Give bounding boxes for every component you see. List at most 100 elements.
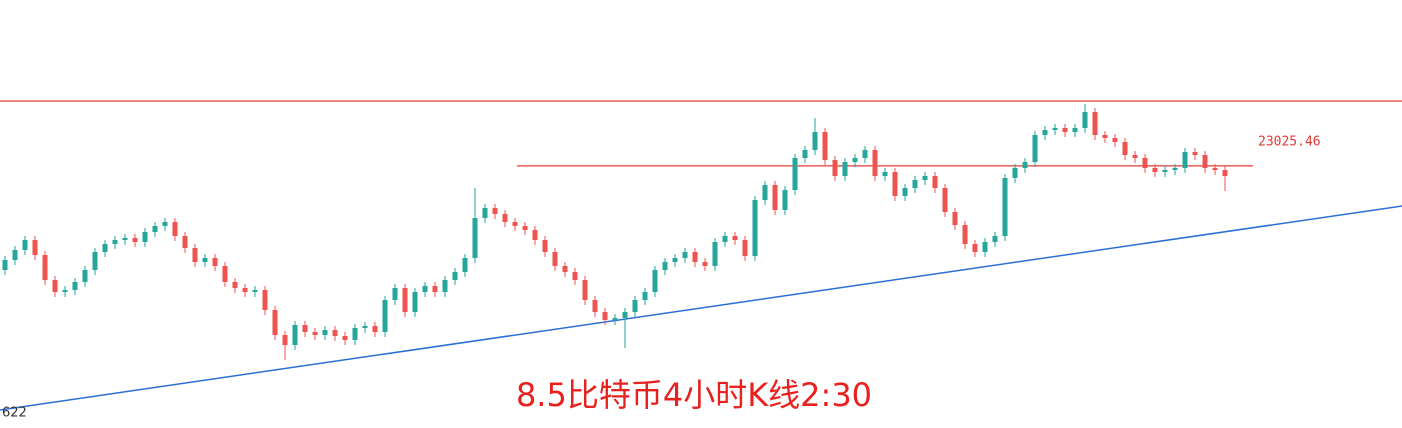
candle-body bbox=[1222, 170, 1228, 176]
candle-body bbox=[932, 176, 938, 188]
candle-body bbox=[642, 292, 648, 300]
candle-body bbox=[802, 150, 808, 158]
candle-body bbox=[302, 325, 308, 332]
candle-body bbox=[1172, 168, 1178, 170]
candle-body bbox=[822, 132, 828, 160]
candle-body bbox=[342, 336, 348, 340]
candle-body bbox=[62, 290, 68, 292]
candle-body bbox=[422, 286, 428, 292]
candle-body bbox=[472, 218, 478, 258]
candle-body bbox=[12, 250, 18, 260]
candle-body bbox=[232, 282, 238, 288]
candle-body bbox=[1182, 152, 1188, 168]
candle-body bbox=[1062, 128, 1068, 132]
candle-body bbox=[752, 200, 758, 256]
chart-annotation: 8.5比特币4小时K线2:30 bbox=[516, 376, 872, 414]
candle-body bbox=[1162, 170, 1168, 172]
candle-body bbox=[562, 266, 568, 272]
candle-body bbox=[132, 238, 138, 242]
candle-body bbox=[632, 300, 638, 312]
candle-body bbox=[882, 172, 888, 176]
candle-body bbox=[462, 258, 468, 272]
candle-body bbox=[112, 240, 118, 244]
candle-body bbox=[392, 288, 398, 300]
candle-body bbox=[142, 232, 148, 242]
candle-body bbox=[702, 262, 708, 266]
candle-body bbox=[1132, 155, 1138, 158]
candle-body bbox=[452, 272, 458, 280]
candle-body bbox=[1212, 168, 1218, 170]
candle-body bbox=[912, 180, 918, 188]
candle-body bbox=[122, 238, 128, 240]
candle-body bbox=[992, 236, 998, 242]
candle-body bbox=[1122, 142, 1128, 155]
candle-body bbox=[82, 270, 88, 282]
candle-body bbox=[1192, 152, 1198, 155]
candle-body bbox=[622, 312, 628, 318]
candle-body bbox=[612, 318, 618, 320]
candle-body bbox=[282, 335, 288, 345]
candle-body bbox=[1202, 155, 1208, 168]
candle-body bbox=[592, 300, 598, 312]
candle-body bbox=[602, 312, 608, 320]
candle-body bbox=[792, 158, 798, 190]
candle-body bbox=[502, 214, 508, 222]
candle-body bbox=[402, 288, 408, 312]
candle-body bbox=[962, 225, 968, 244]
candle-body bbox=[782, 190, 788, 210]
candle-body bbox=[172, 222, 178, 236]
candle-body bbox=[772, 185, 778, 210]
candle-body bbox=[862, 150, 868, 158]
candle-body bbox=[742, 240, 748, 256]
candle-body bbox=[1032, 135, 1038, 162]
candle-body bbox=[32, 240, 38, 255]
candle-body bbox=[312, 332, 318, 335]
candle-body bbox=[432, 286, 438, 292]
candle-body bbox=[682, 252, 688, 258]
candle-body bbox=[242, 288, 248, 292]
candle-body bbox=[1002, 178, 1008, 236]
trendline-label: 622 bbox=[2, 406, 27, 421]
candle-body bbox=[162, 222, 168, 226]
candle-body bbox=[1112, 138, 1118, 142]
candle-body bbox=[52, 280, 58, 292]
candle-body bbox=[722, 236, 728, 242]
candle-body bbox=[522, 226, 528, 230]
candle-body bbox=[1012, 168, 1018, 178]
candle-body bbox=[1142, 158, 1148, 168]
candle-body bbox=[732, 236, 738, 240]
candle-body bbox=[2, 260, 8, 270]
trendline bbox=[0, 205, 1402, 411]
candle-body bbox=[1102, 135, 1108, 138]
candle-body bbox=[552, 252, 558, 266]
candle-body bbox=[332, 330, 338, 336]
candle-body bbox=[492, 208, 498, 214]
candle-body bbox=[652, 270, 658, 292]
candle-body bbox=[582, 280, 588, 300]
candle-body bbox=[272, 310, 278, 335]
candle-body bbox=[222, 266, 228, 282]
candle-body bbox=[1082, 112, 1088, 128]
candle-body bbox=[372, 326, 378, 332]
candle-body bbox=[1042, 130, 1048, 135]
candle-body bbox=[202, 258, 208, 262]
candle-body bbox=[352, 328, 358, 340]
candle-body bbox=[262, 290, 268, 310]
candle-body bbox=[672, 258, 678, 262]
candle-body bbox=[1052, 128, 1058, 130]
candle-body bbox=[412, 292, 418, 312]
candle-body bbox=[292, 325, 298, 345]
candle-body bbox=[442, 280, 448, 292]
candle-body bbox=[852, 158, 858, 162]
candle-body bbox=[572, 272, 578, 280]
candle-body bbox=[762, 185, 768, 200]
price-level-label: 23025.46 bbox=[1258, 134, 1321, 149]
candle-body bbox=[1152, 168, 1158, 172]
candle-body bbox=[892, 172, 898, 196]
candle-body bbox=[952, 212, 958, 225]
candle-body bbox=[982, 242, 988, 252]
candle-body bbox=[152, 226, 158, 232]
candle-body bbox=[212, 258, 218, 266]
candle-body bbox=[972, 244, 978, 252]
